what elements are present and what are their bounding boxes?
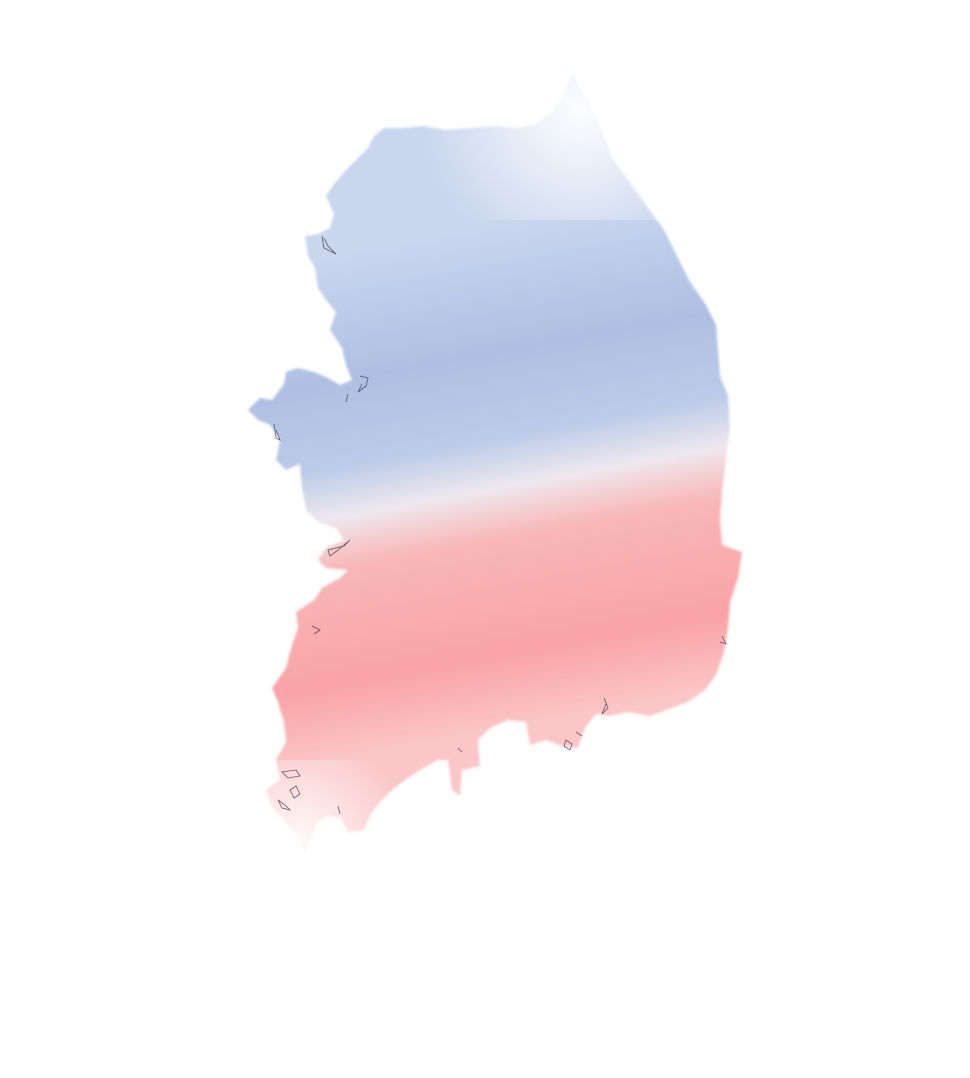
korea-mainland-shape xyxy=(248,74,742,852)
island-outline xyxy=(281,769,301,779)
island-outline xyxy=(277,799,292,811)
island-outline xyxy=(575,731,583,737)
coastal-islands xyxy=(273,235,727,815)
island-outline xyxy=(327,539,351,557)
island-outline xyxy=(601,697,609,715)
island-outline xyxy=(289,785,301,799)
island-outline xyxy=(457,747,463,753)
island-outline xyxy=(273,423,281,441)
island-outline xyxy=(345,393,349,403)
mainland xyxy=(220,60,742,870)
island-outline xyxy=(311,625,321,635)
island-outline xyxy=(321,235,337,255)
island-outline xyxy=(337,805,341,815)
island-outline xyxy=(719,635,727,645)
north-fade-overlay xyxy=(420,60,720,220)
island-outline xyxy=(563,739,573,751)
island-outline xyxy=(357,375,369,393)
south-fade-overlay xyxy=(220,760,390,870)
